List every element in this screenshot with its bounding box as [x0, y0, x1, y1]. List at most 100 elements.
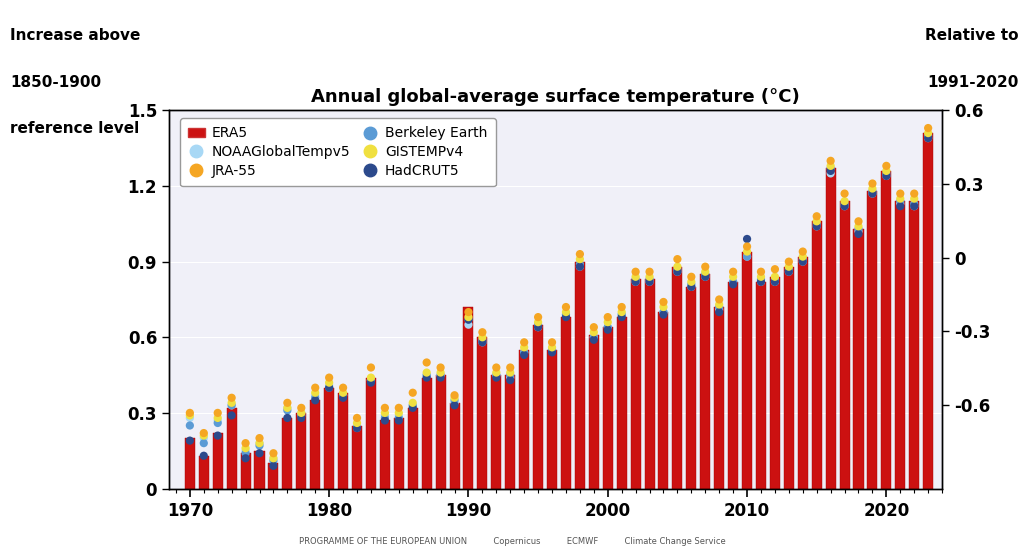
Point	[613, 307, 630, 316]
Point	[321, 378, 337, 387]
Point	[223, 399, 240, 407]
Point	[697, 270, 714, 279]
Point	[753, 267, 769, 276]
Point	[223, 411, 240, 420]
Bar	[742, 252, 752, 489]
Point	[544, 343, 560, 352]
Point	[586, 333, 602, 342]
Point	[307, 391, 324, 400]
Point	[488, 363, 505, 372]
Point	[767, 278, 783, 286]
Point	[238, 439, 254, 448]
Point	[600, 323, 616, 332]
Point	[795, 254, 811, 263]
Point	[906, 202, 923, 211]
Point	[210, 418, 226, 427]
Point	[446, 396, 463, 405]
Point	[404, 401, 421, 410]
Point	[488, 368, 505, 377]
Legend: ERA5, NOAAGlobalTempv5, JRA-55, Berkeley Earth, GISTEMPv4, HadCRUT5: ERA5, NOAAGlobalTempv5, JRA-55, Berkeley…	[180, 118, 496, 187]
Point	[906, 189, 923, 198]
Point	[446, 391, 463, 400]
Point	[335, 391, 351, 400]
Point	[558, 312, 574, 321]
Point	[767, 278, 783, 286]
Bar	[589, 335, 599, 489]
Point	[196, 439, 212, 448]
Point	[377, 404, 393, 412]
Point	[586, 333, 602, 342]
Point	[697, 267, 714, 276]
Point	[920, 134, 936, 142]
Point	[753, 278, 769, 286]
Point	[879, 167, 895, 176]
Bar	[199, 456, 209, 489]
Point	[683, 278, 699, 286]
Point	[683, 283, 699, 291]
Point	[404, 404, 421, 412]
Point	[628, 275, 644, 284]
Point	[920, 129, 936, 137]
Point	[725, 272, 741, 281]
Point	[864, 179, 881, 188]
Text: Relative to: Relative to	[926, 28, 1019, 43]
Point	[181, 408, 198, 417]
Point	[850, 227, 866, 236]
Point	[516, 348, 532, 357]
Point	[739, 242, 756, 251]
Bar	[728, 282, 738, 489]
Point	[349, 423, 366, 432]
Bar	[547, 350, 557, 489]
Title: Annual global-average surface temperature (°C): Annual global-average surface temperatur…	[311, 88, 800, 106]
Point	[641, 272, 657, 281]
Point	[488, 371, 505, 380]
Point	[446, 399, 463, 407]
Bar	[631, 279, 641, 489]
Point	[753, 272, 769, 281]
Point	[460, 315, 476, 324]
Bar	[338, 392, 348, 489]
Point	[238, 449, 254, 458]
Point	[488, 371, 505, 380]
Point	[362, 378, 379, 387]
Point	[460, 307, 476, 316]
Point	[502, 373, 518, 382]
Point	[544, 346, 560, 354]
Point	[265, 454, 282, 463]
Bar	[241, 453, 251, 489]
Point	[238, 444, 254, 453]
Point	[488, 373, 505, 382]
Point	[223, 401, 240, 410]
Point	[321, 383, 337, 392]
Point	[739, 252, 756, 261]
Point	[181, 421, 198, 430]
Point	[474, 328, 490, 337]
Point	[837, 202, 853, 211]
Point	[210, 408, 226, 417]
Point	[822, 156, 839, 165]
Point	[474, 336, 490, 344]
Point	[251, 439, 267, 448]
Point	[196, 431, 212, 440]
Point	[822, 167, 839, 176]
Point	[544, 346, 560, 354]
Point	[613, 310, 630, 319]
Point	[293, 404, 309, 412]
Point	[879, 161, 895, 170]
Point	[419, 368, 435, 377]
Point	[251, 449, 267, 458]
Point	[377, 408, 393, 417]
Point	[711, 305, 727, 314]
Point	[809, 222, 825, 231]
Point	[739, 252, 756, 261]
Point	[879, 172, 895, 181]
Point	[349, 413, 366, 422]
Point	[335, 388, 351, 397]
Point	[529, 323, 546, 332]
Point	[725, 280, 741, 289]
Point	[390, 416, 407, 425]
Point	[502, 368, 518, 377]
Bar	[408, 408, 418, 489]
Bar	[923, 133, 933, 489]
Point	[419, 371, 435, 380]
